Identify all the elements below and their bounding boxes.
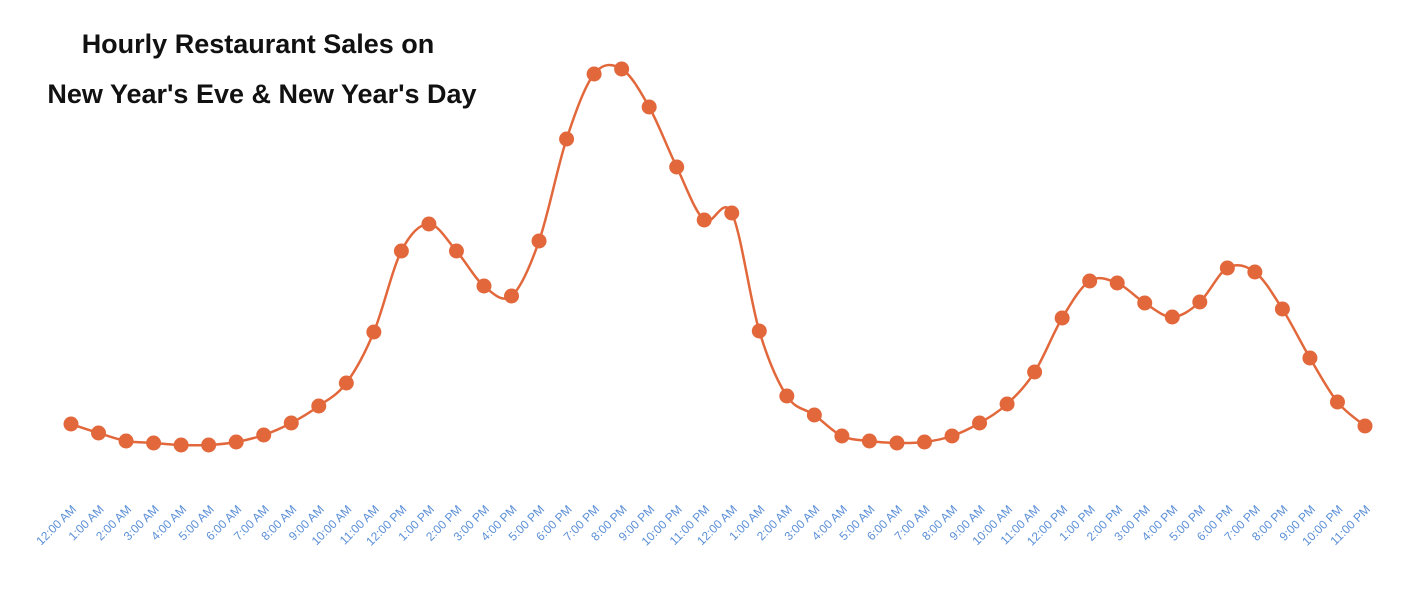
point <box>146 435 162 451</box>
point <box>1137 295 1153 311</box>
point <box>669 159 685 175</box>
point <box>366 324 382 340</box>
point <box>91 425 107 441</box>
point <box>448 243 464 259</box>
point <box>944 428 960 444</box>
point <box>118 433 134 449</box>
point <box>999 396 1015 412</box>
point <box>338 375 354 391</box>
point <box>806 407 822 423</box>
point <box>641 99 657 115</box>
chart-title: New Year's Eve & New Year's Day <box>47 79 476 109</box>
point <box>861 433 877 449</box>
point <box>586 66 602 82</box>
point <box>559 131 575 147</box>
point <box>889 435 905 451</box>
point <box>283 415 299 431</box>
point <box>504 288 520 304</box>
point <box>1109 275 1125 291</box>
point <box>228 434 244 450</box>
point <box>531 233 547 249</box>
line <box>70 63 1366 447</box>
point <box>614 61 630 77</box>
point <box>834 428 850 444</box>
point <box>63 416 79 432</box>
point <box>1164 309 1180 325</box>
point <box>173 437 189 453</box>
point <box>751 323 767 339</box>
point <box>476 278 492 294</box>
point <box>1219 260 1235 276</box>
point <box>916 434 932 450</box>
point <box>201 437 217 453</box>
point <box>1302 350 1318 366</box>
point <box>779 388 795 404</box>
point <box>1247 264 1263 280</box>
point <box>421 216 437 232</box>
point <box>1274 301 1290 317</box>
point <box>696 212 712 228</box>
point <box>393 243 409 259</box>
point <box>724 205 740 221</box>
point <box>311 398 327 414</box>
point <box>256 427 272 443</box>
point <box>1357 418 1373 434</box>
point <box>1329 394 1345 410</box>
chart-title: Hourly Restaurant Sales on <box>82 29 435 59</box>
point <box>1082 273 1098 289</box>
point <box>1054 310 1070 326</box>
point <box>1027 364 1043 380</box>
point <box>972 415 988 431</box>
point <box>1192 294 1208 310</box>
